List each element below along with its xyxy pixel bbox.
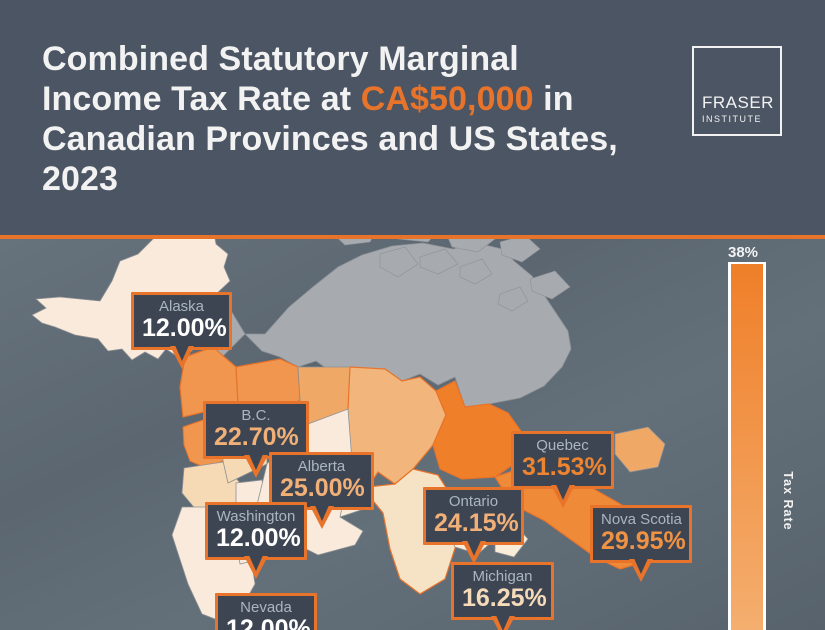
svg-text:38%: 38% <box>728 244 758 261</box>
svg-text:Tax Rate: Tax Rate <box>781 471 795 530</box>
